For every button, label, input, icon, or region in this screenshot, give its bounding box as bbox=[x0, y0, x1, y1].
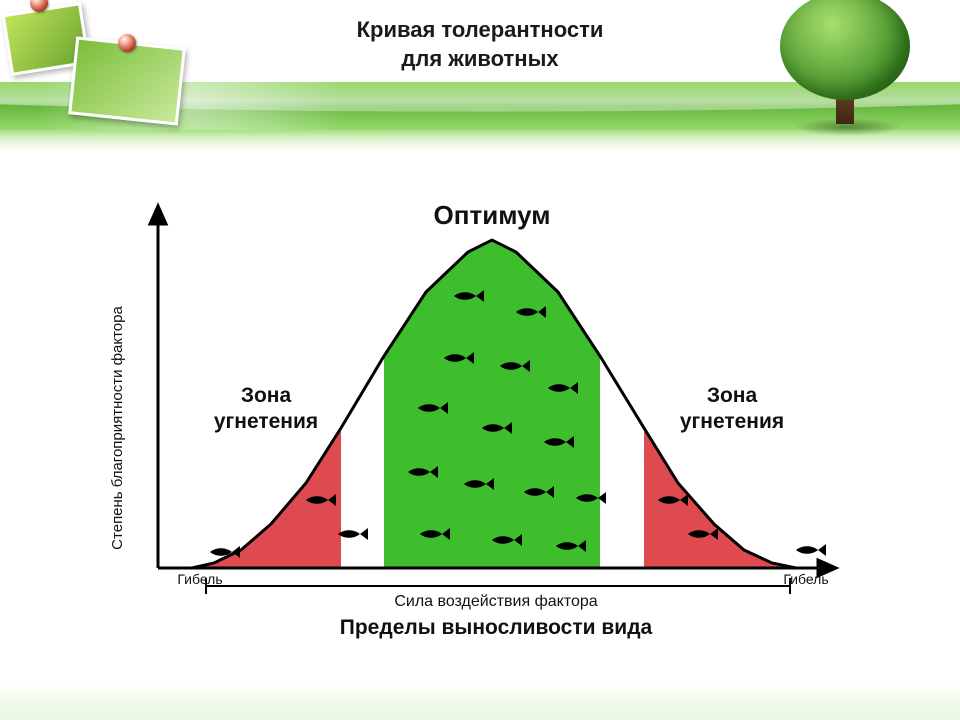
death-left-label: Гибель bbox=[177, 571, 222, 587]
zone-right-label-1: Зона bbox=[707, 384, 758, 407]
y-axis-label: Степень благоприятности фактора bbox=[109, 306, 126, 550]
death-right-label: Гибель bbox=[783, 571, 828, 587]
title-line2: для животных bbox=[0, 45, 960, 74]
x-inner-label: Сила воздействия фактора bbox=[394, 593, 597, 610]
zone-left-label-1: Зона bbox=[241, 384, 292, 407]
bottom-fade bbox=[0, 680, 960, 720]
zone-left-label-2: угнетения bbox=[214, 410, 318, 433]
zone-right-label-2: угнетения bbox=[680, 410, 784, 433]
chart-svg: Степень благоприятности фактора Оптимум … bbox=[96, 188, 866, 668]
x-outer-label: Пределы выносливости вида bbox=[340, 616, 653, 639]
fish-dead-right bbox=[796, 544, 826, 556]
header-banner: Кривая толерантности для животных bbox=[0, 0, 960, 150]
range-bracket bbox=[206, 578, 790, 594]
optimum-label: Оптимум bbox=[434, 200, 551, 230]
title-line1: Кривая толерантности bbox=[0, 16, 960, 45]
page-title: Кривая толерантности для животных bbox=[0, 16, 960, 73]
optimum-zone bbox=[384, 240, 600, 568]
tolerance-chart: Степень благоприятности фактора Оптимум … bbox=[96, 188, 866, 668]
